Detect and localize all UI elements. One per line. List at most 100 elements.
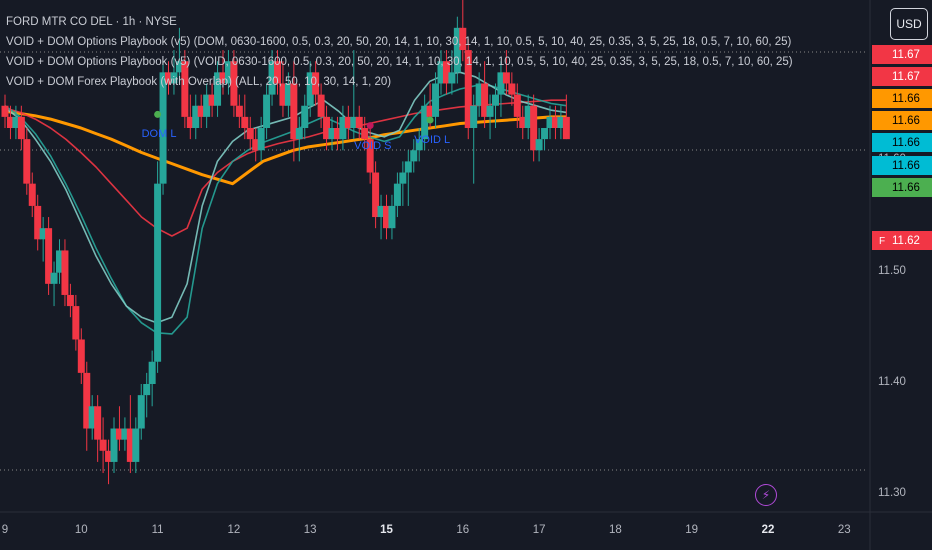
candle-body <box>132 428 140 462</box>
candle-body <box>557 116 565 128</box>
candle-body <box>77 339 85 373</box>
candle-body <box>486 105 494 117</box>
currency-button[interactable]: USD <box>890 8 928 40</box>
candle-body <box>50 272 58 284</box>
candle-body <box>154 183 162 362</box>
candle-body <box>203 94 211 117</box>
x-tick-label: 10 <box>74 524 88 536</box>
indicator-line-forex[interactable]: VOID + DOM Forex Playbook (with Overlap)… <box>6 76 392 88</box>
candle-body <box>404 161 412 173</box>
x-tick-label: 12 <box>227 524 241 536</box>
candle-body <box>83 372 91 429</box>
candle-body <box>94 406 102 440</box>
candle-body <box>295 128 303 140</box>
price-scale-value: 11.66 <box>892 92 920 105</box>
candle-body <box>541 128 549 140</box>
signal-dot <box>154 110 162 118</box>
indicator-legend: FORD MTR CO DEL · 1h · NYSE VOID + DOM O… <box>6 12 793 92</box>
candle-body <box>17 116 25 140</box>
candle-body <box>34 205 42 240</box>
candle-body <box>72 306 80 340</box>
lightning-icon[interactable]: ⚡ <box>755 484 777 506</box>
candle-body <box>192 105 200 128</box>
price-scale-label: 11.66 <box>872 178 932 197</box>
x-tick-label: 18 <box>608 524 622 536</box>
candle-body <box>551 116 559 128</box>
candle-body <box>12 116 20 128</box>
candle-body <box>241 116 249 128</box>
indicator-line-void[interactable]: VOID + DOM Options Playbook (v5) (VOID, … <box>6 56 793 68</box>
candle-body <box>170 72 178 84</box>
candle-body <box>110 428 118 462</box>
candle-body <box>6 116 14 128</box>
candle-body <box>361 128 369 140</box>
ma-line-3 <box>4 71 567 324</box>
price-scale-label: 11.67 <box>872 45 932 64</box>
ma-line-2 <box>4 84 567 335</box>
candle-body <box>126 428 134 462</box>
candle-body <box>432 83 440 117</box>
candle-body <box>312 72 320 95</box>
candle-body <box>339 116 347 140</box>
candle-body <box>442 61 450 84</box>
candle-body <box>388 205 396 229</box>
candle-body <box>475 83 483 106</box>
signal-label: VOID S <box>354 139 392 152</box>
chart-title: FORD MTR CO DEL · 1h · NYSE <box>6 16 177 28</box>
candle-body <box>399 172 407 184</box>
price-scale-value: 11.66 <box>892 136 920 149</box>
candle-body <box>214 72 222 106</box>
candle-body <box>28 183 36 206</box>
candle-body <box>279 83 287 106</box>
candle-body <box>481 83 489 117</box>
candle-body <box>39 228 47 240</box>
candle-body <box>88 406 96 429</box>
candle-body <box>535 139 543 151</box>
x-tick-label: 11 <box>151 524 164 536</box>
candle-body <box>61 250 69 295</box>
x-tick-label: 17 <box>532 524 546 536</box>
candle-body <box>290 83 298 140</box>
candle-body <box>497 72 505 95</box>
price-scale-label: 11.66 <box>872 89 932 108</box>
candle-body <box>246 128 254 140</box>
candle-body <box>23 139 31 184</box>
candle-body <box>230 61 238 106</box>
candle-body <box>437 61 445 84</box>
y-tick-label: 11.40 <box>878 376 906 388</box>
candle-body <box>372 172 380 218</box>
candle-body <box>56 250 63 273</box>
candle-body <box>464 50 472 128</box>
candle-body <box>197 105 205 117</box>
candle-body <box>257 128 265 151</box>
y-tick-label: 11.50 <box>878 264 906 277</box>
candle-body <box>45 228 53 284</box>
candle-body <box>546 116 554 128</box>
candle-body <box>66 294 74 307</box>
candle-body <box>393 183 401 206</box>
candle-body <box>530 105 538 151</box>
indicator-line-dom[interactable]: VOID + DOM Options Playbook (v5) (DOM, 0… <box>6 36 792 48</box>
candle-body <box>115 428 123 440</box>
price-scale-value: 11.67 <box>892 48 920 61</box>
candle-body <box>502 72 510 84</box>
candle-body <box>306 72 314 106</box>
candle-body <box>148 361 156 384</box>
price-scale-label: 11.66 <box>872 133 932 152</box>
candle-body <box>426 105 434 117</box>
candle-body <box>274 61 281 84</box>
price-scale-label: 11.67 <box>872 67 932 86</box>
candle-body <box>224 61 232 84</box>
candle-body <box>121 428 129 440</box>
candle-body <box>410 150 418 162</box>
candle-body <box>284 83 292 106</box>
candle-body <box>508 83 516 95</box>
candle-body <box>344 116 352 128</box>
candle-body <box>175 61 183 73</box>
candle-body <box>105 450 113 462</box>
candle-body <box>208 94 216 106</box>
candle-body <box>235 105 243 117</box>
candle-body <box>1 105 9 117</box>
candle-body <box>562 116 570 140</box>
